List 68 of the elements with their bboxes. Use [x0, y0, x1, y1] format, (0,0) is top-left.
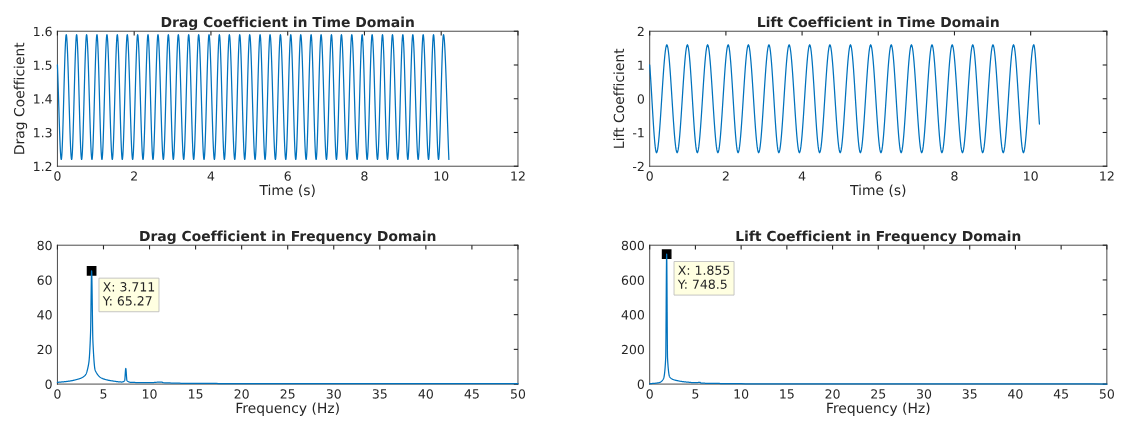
y-tick-label: 0: [637, 94, 645, 104]
x-tick-label: 10: [1024, 171, 1038, 181]
x-tick-label: 15: [780, 389, 794, 399]
x-tick-label: 35: [962, 389, 977, 399]
x-tick-label: 5: [692, 389, 699, 399]
x-tick-label: 0: [646, 171, 653, 181]
y-tick-label: 60: [37, 275, 52, 285]
x-tick-label: 20: [825, 389, 840, 399]
x-tick-label: 20: [234, 389, 249, 399]
x-tick-label: 6: [875, 171, 882, 181]
x-tick-label: 50: [1099, 389, 1114, 399]
x-tick-label: 50: [510, 389, 526, 399]
chart-title: Lift Coefficient in Time Domain: [758, 16, 999, 28]
x-tick-label: 30: [326, 389, 341, 399]
x-tick-label: 45: [1053, 389, 1068, 399]
x-tick-label: 6: [284, 171, 291, 181]
y-tick-label: 1.3: [34, 127, 52, 138]
x-tick-label: 0: [54, 389, 61, 399]
y-tick-label: 600: [621, 275, 645, 285]
x-axis-title: Frequency (Hz): [827, 402, 930, 416]
chart-title: Drag Coefficient in Frequency Domain: [140, 230, 436, 245]
x-tick-label: 12: [1100, 171, 1114, 181]
y-tick-label: 2: [637, 26, 644, 36]
x-tick-label: 40: [1008, 389, 1023, 399]
y-tick-label: 40: [37, 310, 52, 320]
x-tick-label: 40: [418, 389, 433, 399]
x-tick-label: 12: [511, 171, 525, 181]
y-tick-label: 800: [621, 240, 645, 251]
y-tick-label: -1: [632, 128, 644, 138]
x-tick-label: 10: [734, 389, 749, 399]
y-tick-label: 1.5: [34, 60, 52, 70]
x-tick-label: 35: [372, 389, 387, 399]
y-tick-label: 0: [45, 379, 52, 390]
y-tick-label: 400: [621, 310, 645, 320]
y-tick-label: 1.4: [34, 94, 52, 104]
y-tick-label: 20: [37, 344, 52, 355]
y-tick-label: 1: [638, 60, 644, 70]
y-tick-label: -2: [632, 161, 644, 171]
x-axis-title: Time (s): [259, 184, 315, 197]
chart-title: Drag Coefficient in Time Domain: [161, 16, 414, 31]
y-tick-label: 1.6: [34, 26, 52, 37]
y-tick-label: 0: [637, 379, 645, 390]
annotation: X: 3.711 Y: 65.27: [102, 282, 155, 306]
x-tick-label: 4: [798, 171, 806, 181]
y-tick-label: 1.2: [34, 161, 52, 171]
x-tick-label: 10: [434, 171, 449, 181]
x-tick-label: 8: [361, 171, 368, 181]
y-tick-label: 80: [37, 240, 52, 251]
x-tick-label: 10: [142, 389, 157, 399]
y-axis-title: Lift Coefficient: [613, 48, 625, 148]
x-tick-label: 2: [131, 171, 137, 181]
x-tick-label: 5: [100, 389, 107, 399]
annotation: X: 1.855 Y: 748.5: [677, 265, 730, 289]
x-tick-label: 45: [464, 389, 479, 399]
x-tick-label: 25: [871, 389, 886, 399]
x-tick-label: 8: [951, 171, 958, 181]
x-tick-label: 25: [280, 389, 295, 399]
y-tick-label: 200: [621, 344, 645, 355]
x-tick-label: 0: [646, 389, 653, 399]
x-axis-title: Time (s): [850, 184, 906, 197]
x-tick-label: 15: [189, 389, 203, 399]
chart-title: Lift Coefficient in Frequency Domain: [736, 230, 1021, 245]
x-tick-label: 2: [722, 171, 729, 181]
x-tick-label: 4: [207, 171, 215, 181]
x-tick-label: 0: [54, 171, 61, 181]
x-tick-label: 30: [917, 389, 932, 399]
x-axis-title: Frequency (Hz): [236, 402, 339, 416]
y-axis-title: Drag Coefficient: [13, 42, 28, 154]
